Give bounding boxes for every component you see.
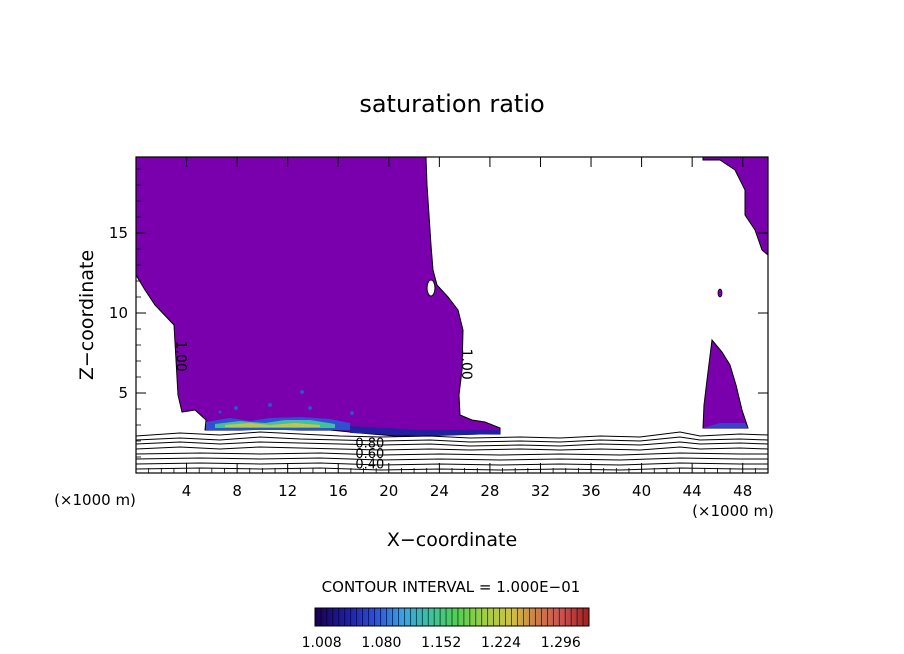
contour-lines [136,431,768,471]
x-tick-label: 12 [278,482,297,500]
y-tick-label: 5 [118,384,128,402]
colorbar: 1.008 1.080 1.152 1.224 1.296 [302,607,590,651]
x-tick-label: 20 [379,482,398,500]
contour-label: 0.40 [355,457,384,472]
spot [234,406,238,410]
supersaturation-band-dark [350,426,500,436]
colorbar-tick-label: 1.224 [481,635,521,651]
spot [300,390,304,394]
colorbar-tick-label: 1.008 [302,635,342,651]
spot [308,406,312,410]
x-axis-ticks: 4 8 12 16 20 24 28 32 36 40 44 48 [148,157,756,500]
y-tick-label: 15 [109,224,128,242]
x-tick-label: 4 [182,482,192,500]
contour-line [136,436,768,443]
supersaturation-region-right-spike [702,338,749,429]
contour-line [136,462,768,466]
contour-interval-label: CONTOUR INTERVAL = 1.000E−01 [322,578,581,596]
x-unit-label-left: (×1000 m) [54,491,136,509]
x-tick-label: 48 [733,482,752,500]
unsaturated-hole [426,279,436,297]
contour-label: 0.80 [355,437,384,452]
contour-label: 0.60 [355,447,384,462]
x-tick-label: 16 [329,482,348,500]
scattered-spots [218,390,354,415]
supersaturation-spot [717,288,723,298]
colorbar-tick-label: 1.152 [421,635,461,651]
spike-base-highlight [703,423,748,428]
contour-line [136,452,768,456]
contour-line [136,457,768,461]
supersaturation-band-yellow [225,423,320,427]
colorbar-tick-label: 1.296 [541,635,581,651]
x-unit-label-right: (×1000 m) [692,502,774,520]
colorbar-tick-label: 1.080 [361,635,401,651]
x-tick-label: 24 [430,482,449,500]
contour-line [136,431,768,439]
x-axis-label: X−coordinate [387,529,517,551]
contour-label: 1.00 [458,349,474,380]
x-tick-label: 36 [581,482,600,500]
x-tick-label: 8 [232,482,242,500]
chart-title: saturation ratio [359,90,544,118]
y-axis-label: Z−coordinate [76,250,98,380]
spot [218,410,222,414]
colorbar-divisions [320,608,584,626]
supersaturation-region-top-right [702,157,768,256]
spot [350,411,354,415]
contour-label: 1.00 [172,341,188,372]
plot-area: 1.00 1.00 0.80 0.60 0.40 [136,157,768,473]
x-tick-label: 32 [531,482,550,500]
contour-labels: 1.00 1.00 0.80 0.60 0.40 [172,341,474,473]
x-tick-label: 44 [683,482,702,500]
colorbar-tick-labels: 1.008 1.080 1.152 1.224 1.296 [302,635,581,651]
x-tick-label: 40 [632,482,651,500]
x-tick-label: 28 [480,482,499,500]
contour-line [136,446,768,451]
y-tick-label: 10 [109,304,128,322]
contour-line [136,441,768,447]
spot [268,403,272,407]
y-axis-ticks: 5 10 15 [109,168,768,458]
